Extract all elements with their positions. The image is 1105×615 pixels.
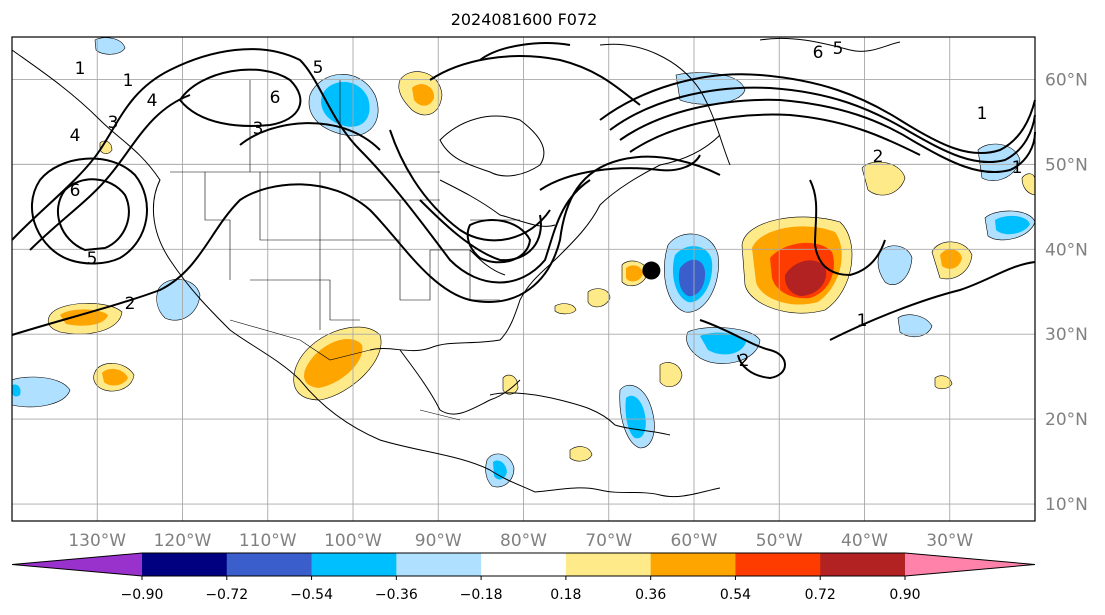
- contour-label: 4: [147, 91, 158, 111]
- cold-anomaly: [678, 259, 706, 297]
- cold-anomaly: [493, 460, 507, 480]
- longitude-label: 110°W: [239, 531, 297, 551]
- longitude-label: 100°W: [324, 531, 382, 551]
- longitude-labels: 130°W 120°W 110°W 100°W 90°W 80°W 70°W 60°W 50°W…: [68, 531, 973, 551]
- warm-anomaly: [626, 265, 643, 282]
- warm-anomaly: [554, 303, 577, 315]
- colorbar-tick-label: 0.72: [805, 587, 836, 603]
- warm-anomaly: [60, 309, 108, 326]
- contour-label: 3: [253, 119, 264, 139]
- latitude-label: 50°N: [1045, 155, 1088, 175]
- warm-anomaly: [784, 260, 827, 296]
- warm-anomaly: [861, 161, 906, 196]
- warm-anomaly: [587, 288, 611, 308]
- warm-anomaly: [934, 375, 953, 390]
- warm-anomaly: [102, 368, 128, 386]
- longitude-label: 40°W: [841, 531, 888, 551]
- colorbar-cell: [565, 553, 652, 576]
- longitude-label: 90°W: [415, 531, 462, 551]
- contour-label: 6: [813, 43, 824, 63]
- warm-anomaly: [569, 446, 593, 462]
- cold-anomaly: [700, 332, 746, 355]
- contour-label: 2: [125, 294, 136, 314]
- warm-anomaly: [412, 84, 435, 106]
- contour-label: 1: [75, 59, 86, 79]
- contour-label: 5: [313, 58, 324, 78]
- cold-anomaly: [11, 376, 71, 408]
- colorbar-labels: −0.90 −0.72 −0.54 −0.36 −0.18 0.18 0.36 0.54 0.7…: [121, 576, 921, 603]
- colorbar-tick-label: −0.18: [460, 587, 503, 603]
- contour-label: 1: [123, 71, 134, 91]
- colorbar-tick-label: 0.54: [720, 587, 751, 603]
- warm-anomaly: [940, 249, 962, 269]
- colorbar-cell: [311, 553, 397, 576]
- colorbar-tick-label: −0.72: [205, 587, 248, 603]
- latitude-label: 40°N: [1045, 240, 1088, 260]
- coastlines: [11, 37, 901, 498]
- warm-anomaly: [304, 339, 363, 388]
- map-frame: [11, 36, 1036, 522]
- longitude-label: 130°W: [68, 531, 126, 551]
- contour-lines: [11, 42, 1036, 380]
- contour-label: 6: [270, 88, 281, 108]
- contour-label: 1: [857, 311, 868, 331]
- cold-anomaly: [94, 37, 126, 55]
- warm-anomaly: [1021, 173, 1036, 196]
- graticule: [12, 37, 1035, 521]
- colorbar-extend-high: [905, 553, 1035, 576]
- colorbar-cell: [650, 553, 736, 576]
- latitude-label: 30°N: [1045, 325, 1088, 345]
- latitude-label: 10°N: [1045, 495, 1088, 515]
- colorbar-cell: [226, 553, 313, 576]
- contour-label: 5: [87, 249, 98, 269]
- colorbar-tick-label: 0.18: [550, 587, 581, 603]
- latitude-label: 60°N: [1045, 70, 1088, 90]
- latitude-labels: 10°N 20°N 30°N 40°N 50°N 60°N: [1045, 70, 1088, 515]
- colorbar: [11, 552, 1036, 577]
- longitude-label: 50°W: [756, 531, 803, 551]
- longitude-label: 70°W: [585, 531, 632, 551]
- colorbar-cell: [820, 553, 906, 576]
- colorbar-tick-label: −0.90: [121, 587, 164, 603]
- longitude-label: 120°W: [154, 531, 212, 551]
- contour-label: 6: [70, 181, 81, 201]
- colorbar-cell: [481, 553, 567, 576]
- anomaly-shading: [11, 37, 1036, 488]
- contour-label: 5: [833, 39, 844, 59]
- cold-anomaly: [897, 314, 933, 338]
- contour-label: 4: [70, 126, 81, 146]
- longitude-label: 30°W: [926, 531, 973, 551]
- colorbar-cell: [396, 553, 482, 576]
- cold-anomaly: [995, 215, 1030, 235]
- storm-center-marker: [642, 261, 661, 280]
- contour-label: 1: [1012, 158, 1023, 178]
- contour-label: 2: [873, 147, 884, 167]
- longitude-label: 60°W: [671, 531, 718, 551]
- cold-anomaly: [625, 395, 646, 439]
- cold-anomaly: [156, 279, 201, 321]
- colorbar-extend-low: [12, 553, 142, 576]
- contour-label: 1: [977, 104, 988, 124]
- latitude-label: 20°N: [1045, 410, 1088, 430]
- cold-anomaly: [12, 384, 21, 397]
- warm-anomaly: [659, 362, 683, 388]
- colorbar-tick-label: −0.54: [290, 587, 333, 603]
- contour-label: 3: [108, 113, 119, 133]
- colorbar-tick-label: 0.90: [889, 587, 920, 603]
- colorbar-tick-label: 0.36: [635, 587, 666, 603]
- colorbar-tick-label: −0.36: [375, 587, 418, 603]
- map-title: 2024081600 F072: [450, 10, 598, 29]
- colorbar-cell: [142, 553, 228, 576]
- longitude-label: 80°W: [500, 531, 547, 551]
- cold-anomaly: [877, 245, 913, 286]
- colorbar-cell: [735, 553, 821, 576]
- contour-label: 2: [739, 351, 750, 371]
